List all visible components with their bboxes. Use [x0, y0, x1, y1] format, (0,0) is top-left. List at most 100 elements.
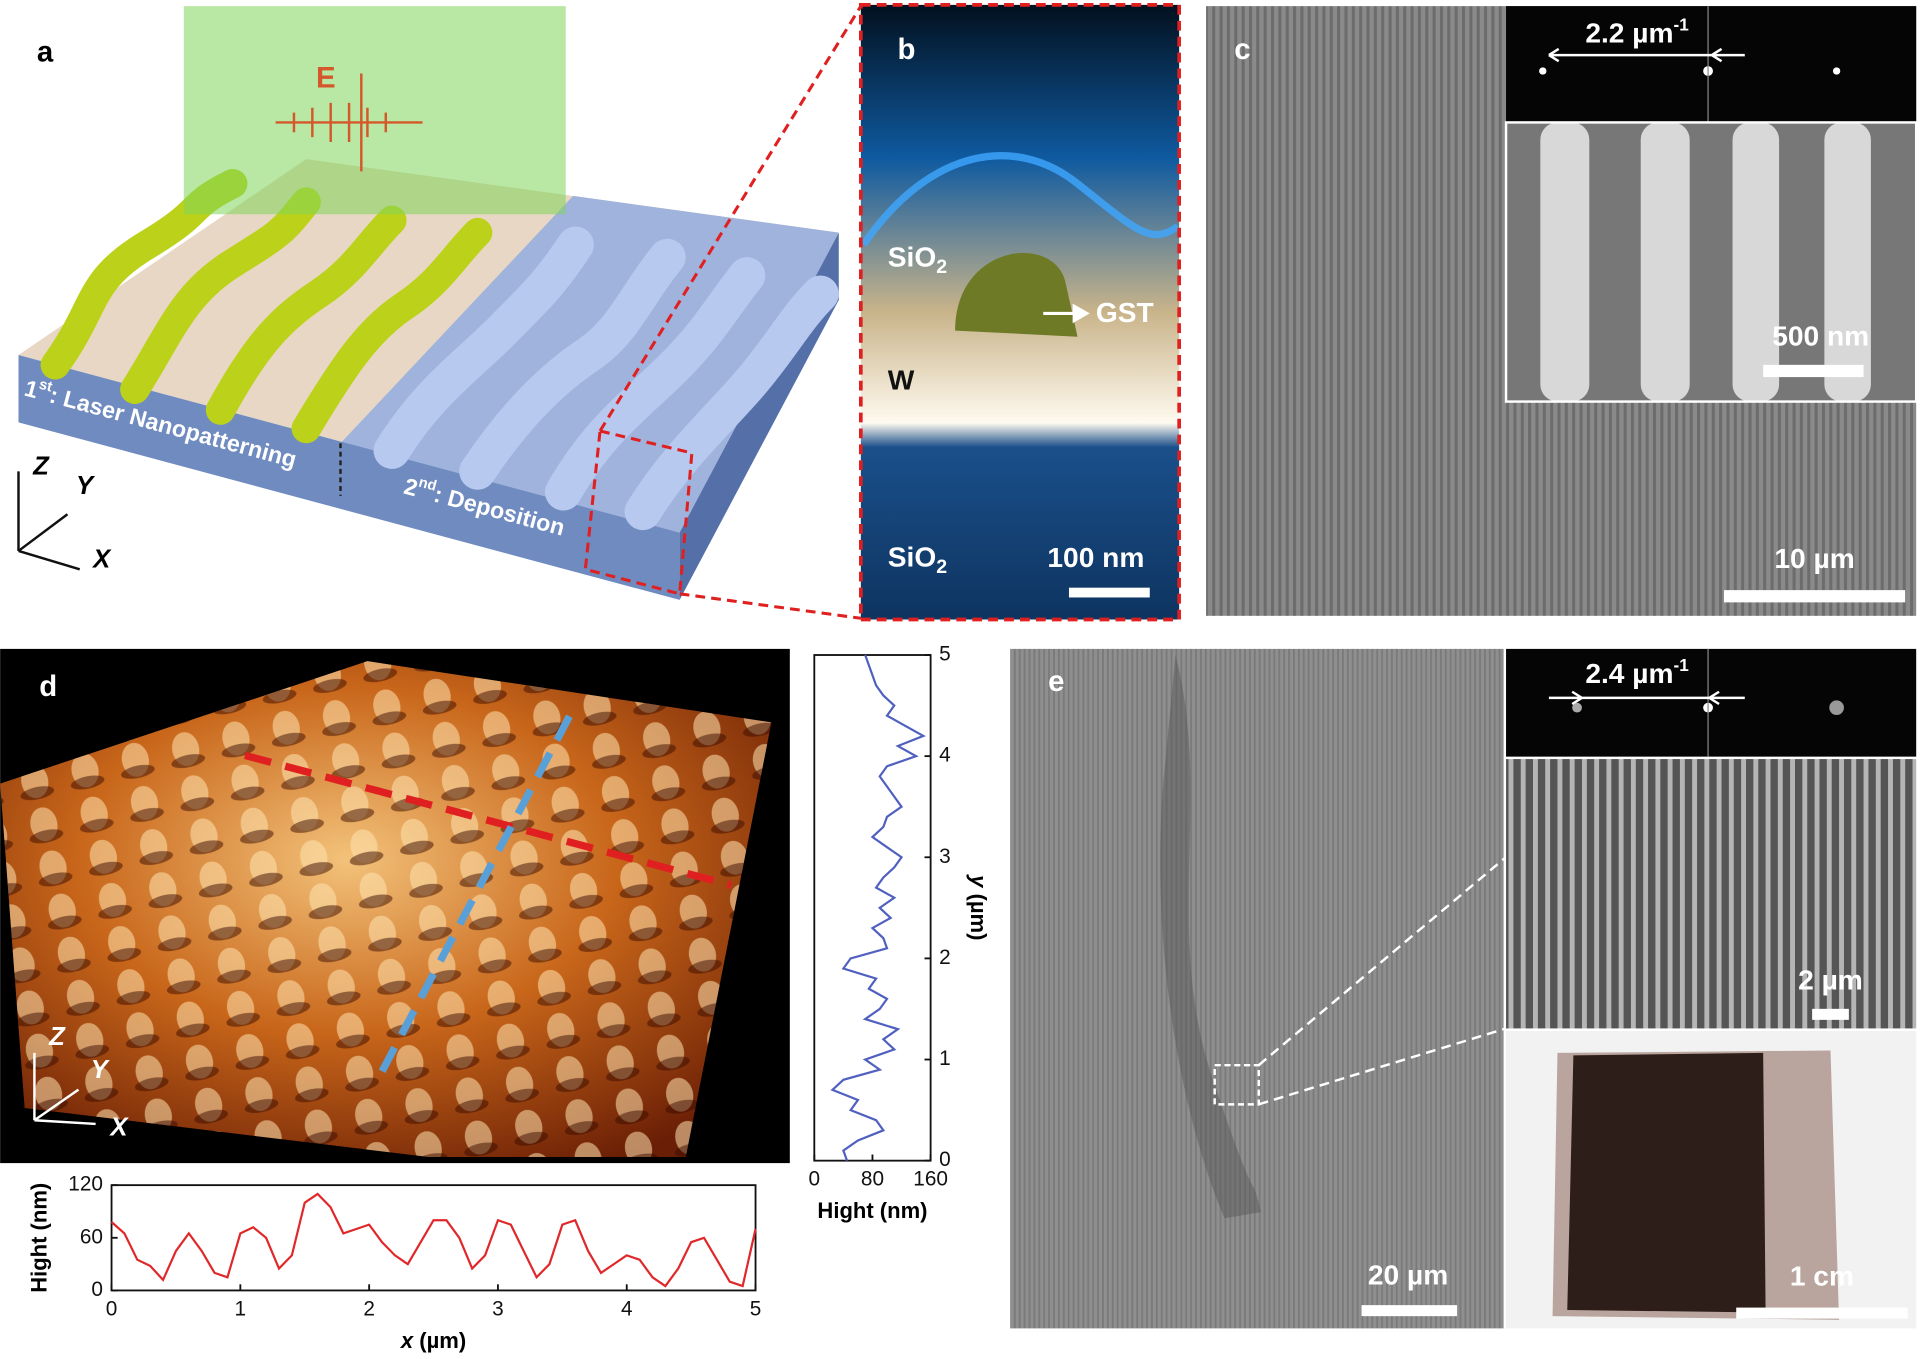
scale-bar-label: 10 µm	[1774, 543, 1854, 574]
metal-label: W	[888, 364, 915, 395]
gst-region	[955, 252, 1078, 337]
axis-z: Z	[32, 452, 50, 480]
y-tick-label: 0	[939, 1148, 951, 1171]
plot-frame	[813, 654, 932, 1162]
y-tick-label: 120	[68, 1173, 103, 1196]
fft-spot	[1539, 67, 1547, 75]
panel-label: c	[1234, 33, 1250, 66]
x-axis-label: Hight (nm)	[817, 1198, 927, 1223]
nanowires	[1540, 122, 1871, 402]
zoom-box	[1213, 1063, 1260, 1106]
photo-scale-label: 1 cm	[1790, 1261, 1854, 1292]
profile-line-x	[244, 751, 732, 889]
x-tick-label: 1	[235, 1298, 247, 1321]
slab-front	[18, 355, 680, 600]
zoom-line	[1257, 856, 1507, 1067]
laser-beam	[183, 6, 566, 215]
y-axis-label: Hight (nm)	[26, 1183, 51, 1293]
y-tick-label: 60	[80, 1225, 103, 1248]
axes-icon	[33, 1052, 96, 1126]
scale-bar	[1723, 590, 1906, 603]
fft-spot	[1832, 67, 1841, 75]
scale-bar	[1763, 364, 1864, 378]
axis-x: X	[108, 1114, 129, 1142]
axis-y: Y	[76, 472, 96, 500]
fft-arrows	[1548, 690, 1745, 706]
sem-image	[1010, 648, 1504, 1329]
zoom-line	[679, 592, 862, 620]
x-tick-label: 4	[621, 1298, 633, 1321]
profile-line	[110, 1192, 757, 1288]
x-tick-label: 80	[861, 1168, 884, 1191]
scale-bar	[1812, 1008, 1849, 1020]
y-tick-label: 2	[939, 946, 951, 969]
y-axis-label: y (µm)	[966, 874, 991, 940]
field-wave	[275, 73, 423, 172]
dark-region	[1160, 655, 1262, 1219]
panel-a: E a 1st: Laser Nanopatterning 2nd: Depos…	[17, 5, 863, 620]
frame	[858, 3, 1181, 622]
profile-line	[830, 654, 926, 1162]
zoom-line	[598, 5, 863, 432]
fft-image	[1506, 648, 1917, 757]
x-tick-label: 0	[809, 1168, 821, 1191]
panel-e: 2.4 µm-1 2 µm 1 cm e 20 µm	[1010, 648, 1917, 1329]
axis-symbol: x	[400, 1328, 414, 1353]
panel-label: b	[898, 33, 916, 66]
layer-label: SiO2	[888, 542, 947, 578]
inset-scale-label: 500 nm	[1772, 320, 1869, 351]
fft-arrows	[1548, 47, 1745, 63]
inset-scale-label: 2 µm	[1798, 964, 1863, 995]
profile-line-y	[378, 714, 573, 1073]
axes-icon	[17, 471, 81, 571]
panel-label: d	[39, 670, 57, 703]
panel-label: e	[1048, 665, 1064, 698]
x-tick-label: 5	[750, 1298, 762, 1321]
scale-bar-label: 100 nm	[1047, 542, 1144, 573]
y-tick-label: 4	[939, 744, 951, 767]
axis-x: X	[91, 546, 112, 574]
inset-frame	[1504, 121, 1918, 403]
x-tick-label: 160	[913, 1168, 948, 1191]
scale-bar	[1361, 1305, 1458, 1317]
y-tick-label: 1	[939, 1047, 951, 1070]
y-tick-label: 5	[939, 643, 951, 666]
panel-b: b SiO2 GST W SiO2 100 nm	[858, 3, 1181, 622]
patterned-area	[1567, 1052, 1766, 1313]
x-axis-label: x (µm)	[400, 1328, 466, 1353]
zoom-line	[1258, 1027, 1507, 1106]
scale-bar-label: 20 µm	[1368, 1259, 1448, 1290]
sem-inset	[1506, 759, 1917, 1029]
axis-unit: (µm)	[419, 1328, 466, 1353]
axis-z: Z	[48, 1023, 66, 1051]
panel-d: d Z Y X	[0, 648, 790, 1164]
panel-c: 2.2 µm-1 500 nm c 10 µm	[1206, 6, 1918, 616]
y-tick-label: 3	[939, 845, 951, 868]
axis-unit: (µm)	[966, 894, 991, 941]
fft-spot	[1829, 700, 1844, 716]
scale-bar	[1068, 587, 1150, 598]
fft-label: 2.4 µm-1	[1585, 655, 1689, 690]
x-tick-label: 3	[492, 1298, 504, 1321]
scale-bar	[1736, 1307, 1908, 1319]
field-label: E	[316, 61, 336, 94]
panel-label: a	[37, 36, 54, 69]
x-tick-label: 0	[106, 1298, 118, 1321]
gst-label: GST	[1096, 297, 1154, 328]
axis-y: Y	[91, 1056, 111, 1084]
sio2-arc	[860, 152, 1180, 247]
layer-label: SiO2	[888, 242, 947, 278]
plot-frame	[110, 1184, 757, 1292]
x-tick-label: 2	[363, 1298, 375, 1321]
fft-spot	[1572, 702, 1582, 713]
fft-image	[1506, 6, 1917, 123]
afm-texture	[0, 661, 772, 1157]
y-tick-label: 0	[91, 1278, 103, 1301]
arrow-head	[1072, 303, 1090, 324]
axis-symbol: y	[966, 874, 991, 889]
fft-label: 2.2 µm-1	[1585, 14, 1689, 49]
